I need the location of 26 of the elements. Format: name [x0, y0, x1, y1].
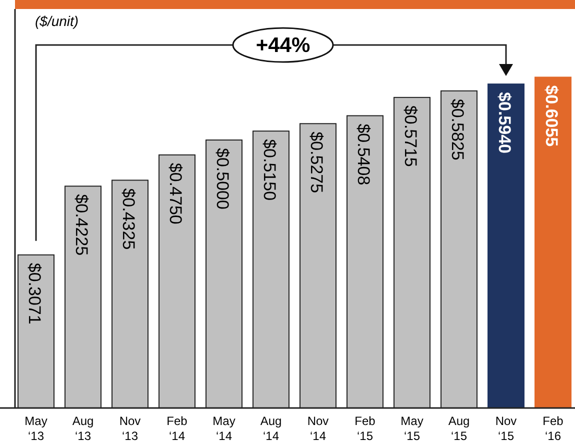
data-label: $0.5150	[260, 139, 279, 201]
data-label: $0.5940	[495, 92, 514, 154]
data-label: $0.5000	[213, 148, 232, 210]
data-label: $0.4325	[119, 188, 138, 250]
data-label: $0.3071	[25, 262, 44, 324]
data-label: $0.4225	[72, 194, 91, 256]
x-tick-label: Feb ‘14	[166, 414, 188, 443]
data-label: $0.5408	[354, 124, 373, 186]
data-label: $0.5715	[401, 105, 420, 167]
x-tick-label: Aug ‘14	[260, 414, 282, 443]
data-label: $0.6055	[542, 85, 561, 147]
x-tick-label: May ‘15	[400, 414, 424, 443]
annotation: +44%	[256, 34, 310, 57]
data-label: $0.4750	[166, 162, 185, 224]
x-tick-label: Feb ‘15	[354, 414, 376, 443]
x-tick-label: Nov ‘13	[119, 414, 141, 443]
x-tick-label: May ‘13	[24, 414, 48, 443]
x-tick-label: Nov ‘15	[495, 414, 517, 443]
data-label: $0.5275	[307, 132, 326, 194]
x-tick-label: Feb ‘16	[542, 414, 564, 443]
x-tick-label: Nov ‘14	[307, 414, 329, 443]
y-axis-title: ($/unit)	[35, 13, 79, 29]
x-tick-label: Aug ‘13	[72, 414, 94, 443]
data-label: $0.5825	[448, 98, 467, 160]
x-tick-label: May ‘14	[212, 414, 236, 443]
x-tick-label: Aug ‘15	[448, 414, 470, 443]
